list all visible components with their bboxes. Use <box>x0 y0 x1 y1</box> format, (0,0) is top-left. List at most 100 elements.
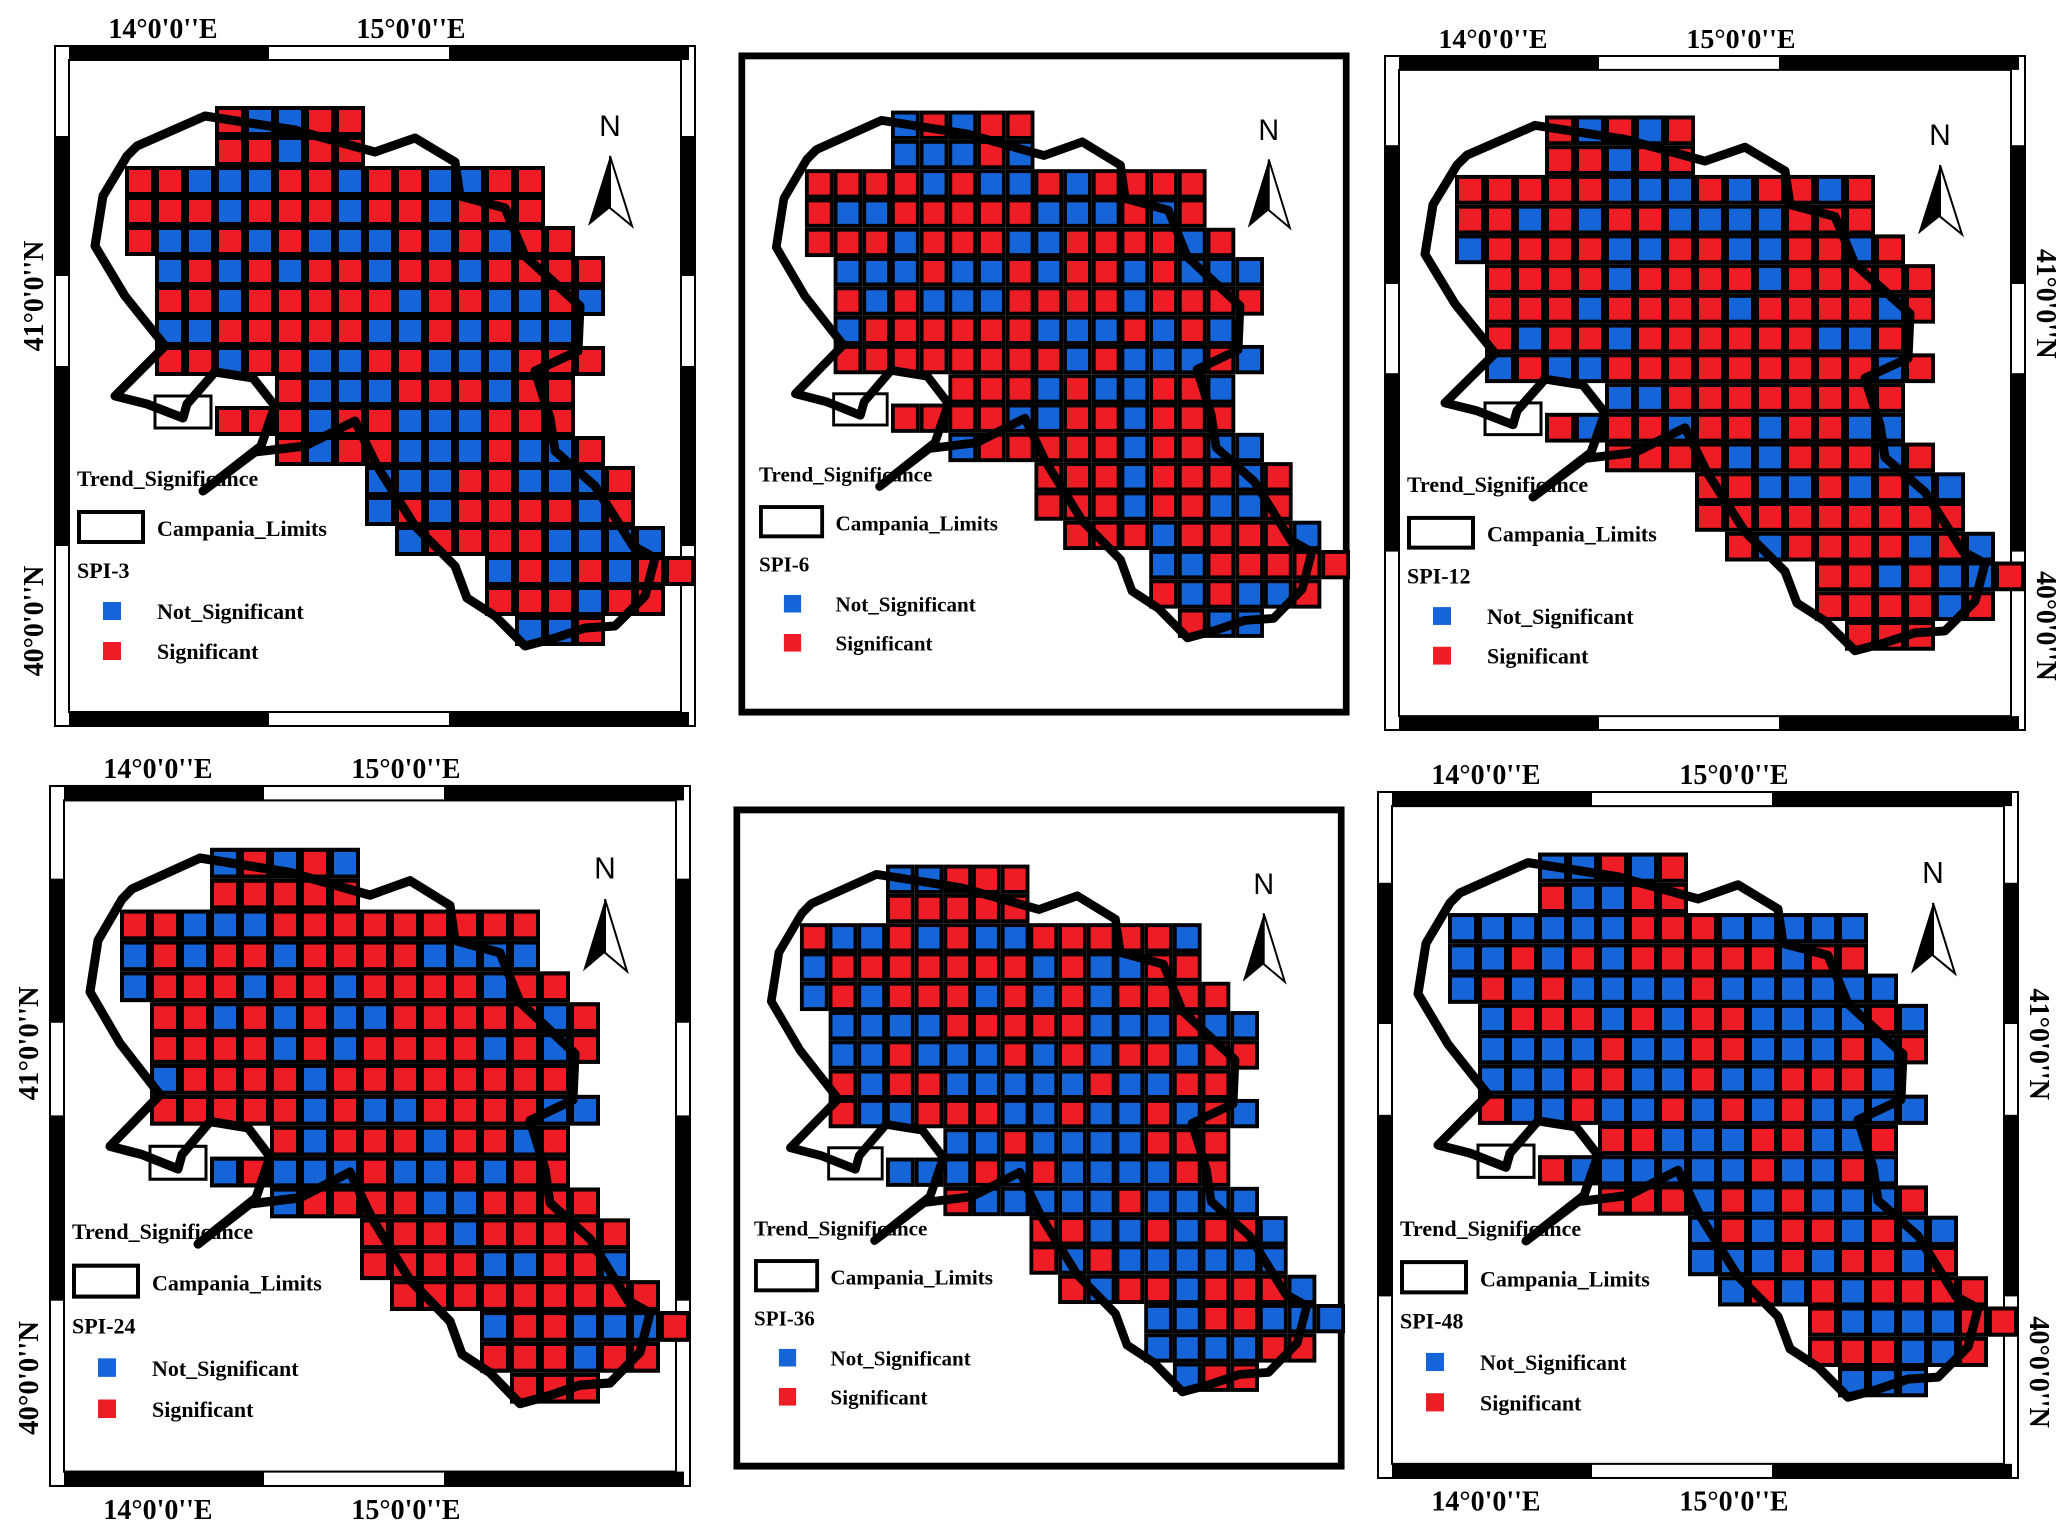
significant-cell <box>1632 917 1654 940</box>
significant-cell <box>1009 378 1031 400</box>
not-significant-cell <box>279 260 301 282</box>
not-significant-cell <box>1939 595 1961 618</box>
significant-cell <box>1849 624 1871 647</box>
significant-cell <box>544 1253 566 1276</box>
not-significant-cell <box>1210 260 1232 283</box>
significant-cell <box>1699 327 1721 350</box>
significant-cell <box>189 200 211 222</box>
significant-cell <box>947 1014 969 1037</box>
significant-cell <box>184 1037 206 1060</box>
not-significant-cell <box>980 260 1002 283</box>
significant-cell <box>1205 1278 1227 1301</box>
not-significant-cell <box>549 560 571 582</box>
significant-cell <box>489 260 511 282</box>
not-significant-cell <box>1662 977 1684 1000</box>
significant-cell <box>947 927 969 949</box>
significant-cell <box>339 260 361 282</box>
significant-cell <box>394 1222 416 1246</box>
graticule-bar <box>1779 56 2019 70</box>
significant-cell <box>1542 886 1564 910</box>
not-significant-cell <box>1234 1102 1256 1125</box>
not-significant-cell <box>866 260 888 283</box>
not-significant-cell <box>1602 917 1624 940</box>
not-significant-cell <box>1812 1159 1834 1182</box>
significant-cell <box>1639 297 1661 320</box>
not-significant-cell <box>189 170 211 192</box>
significant-cell <box>214 882 236 906</box>
north-label: N <box>1253 869 1274 901</box>
significant-cell <box>1061 927 1084 949</box>
not-significant-cell <box>274 944 296 968</box>
significant-cell <box>484 1284 506 1307</box>
significant-cell <box>244 944 266 968</box>
significant-cell <box>1181 436 1203 459</box>
significant-cell <box>1572 947 1594 970</box>
significant-cell <box>514 1315 536 1338</box>
not-significant-cell <box>574 1098 596 1122</box>
not-significant-cell <box>1489 357 1511 380</box>
north-label: N <box>599 110 621 143</box>
significant-cell <box>1210 553 1232 576</box>
significant-cell <box>244 882 266 906</box>
not-significant-cell <box>1210 378 1232 400</box>
significant-cell <box>980 143 1002 166</box>
significant-cell <box>1181 524 1203 547</box>
significant-cell <box>394 944 416 968</box>
not-significant-cell <box>1176 1337 1198 1359</box>
significant-cell <box>1153 378 1175 400</box>
significant-cell <box>154 1037 176 1060</box>
significant-cell <box>1632 1007 1654 1031</box>
map-panel-spi-36: N Trend_Significance Campania_Limits SPI-36… <box>733 806 1346 1470</box>
lon-label-15-bottom: 15°0'0''E <box>351 1495 460 1526</box>
not-significant-cell <box>1009 231 1031 254</box>
not-significant-cell <box>1662 1128 1684 1152</box>
significant-cell <box>1879 387 1901 409</box>
not-significant-cell <box>1061 1073 1084 1096</box>
not-significant-cell <box>1932 1219 1954 1242</box>
significant-cell <box>424 1222 446 1246</box>
not-significant-cell <box>369 320 391 342</box>
significant-cell <box>214 1098 236 1122</box>
not-significant-cell <box>1752 1068 1774 1091</box>
legend-limits-label: Campania_Limits <box>157 516 327 541</box>
significant-cell <box>519 410 541 432</box>
not-significant-cell <box>514 944 536 968</box>
significant-cell <box>1819 297 1841 320</box>
graticule-bar <box>50 878 64 1023</box>
significant-cell <box>424 1253 446 1276</box>
not-significant-cell <box>861 1073 883 1096</box>
lon-label-14-top: 14°0'0''E <box>108 14 217 45</box>
significant-cell <box>1849 178 1871 201</box>
not-significant-cell <box>1789 476 1811 499</box>
significant-cell <box>249 200 271 222</box>
not-significant-cell <box>1729 238 1751 261</box>
legend-limits-label: Campania_Limits <box>831 1265 993 1289</box>
significant-cell <box>304 1006 326 1029</box>
north-label: N <box>594 851 616 885</box>
significant-cell <box>1009 436 1031 459</box>
not-significant-cell <box>1782 917 1804 940</box>
significant-cell <box>1153 466 1175 488</box>
not-significant-cell <box>1519 208 1541 231</box>
legend-not-significant-label: Not_Significant <box>1487 604 1634 629</box>
significant-cell <box>519 170 541 192</box>
not-significant-cell <box>399 470 421 492</box>
significant-cell <box>1095 466 1117 488</box>
significant-cell <box>1669 327 1691 350</box>
significant-cell <box>369 170 391 192</box>
significant-cell <box>1789 416 1811 439</box>
not-significant-cell <box>1759 238 1781 261</box>
significant-cell <box>1519 178 1541 201</box>
significant-cell <box>1579 268 1601 290</box>
not-significant-cell <box>339 200 361 222</box>
significant-cell <box>918 1102 940 1125</box>
significant-cell <box>1819 506 1841 528</box>
not-significant-cell <box>274 1160 296 1184</box>
significant-cell <box>394 1006 416 1029</box>
significant-cell <box>1549 268 1571 290</box>
significant-cell <box>1061 1220 1084 1242</box>
legend-significant-label: Significant <box>831 1385 928 1409</box>
significant-cell <box>1729 387 1751 409</box>
significant-cell <box>1038 173 1060 195</box>
north-arrow-icon: N <box>583 851 629 975</box>
